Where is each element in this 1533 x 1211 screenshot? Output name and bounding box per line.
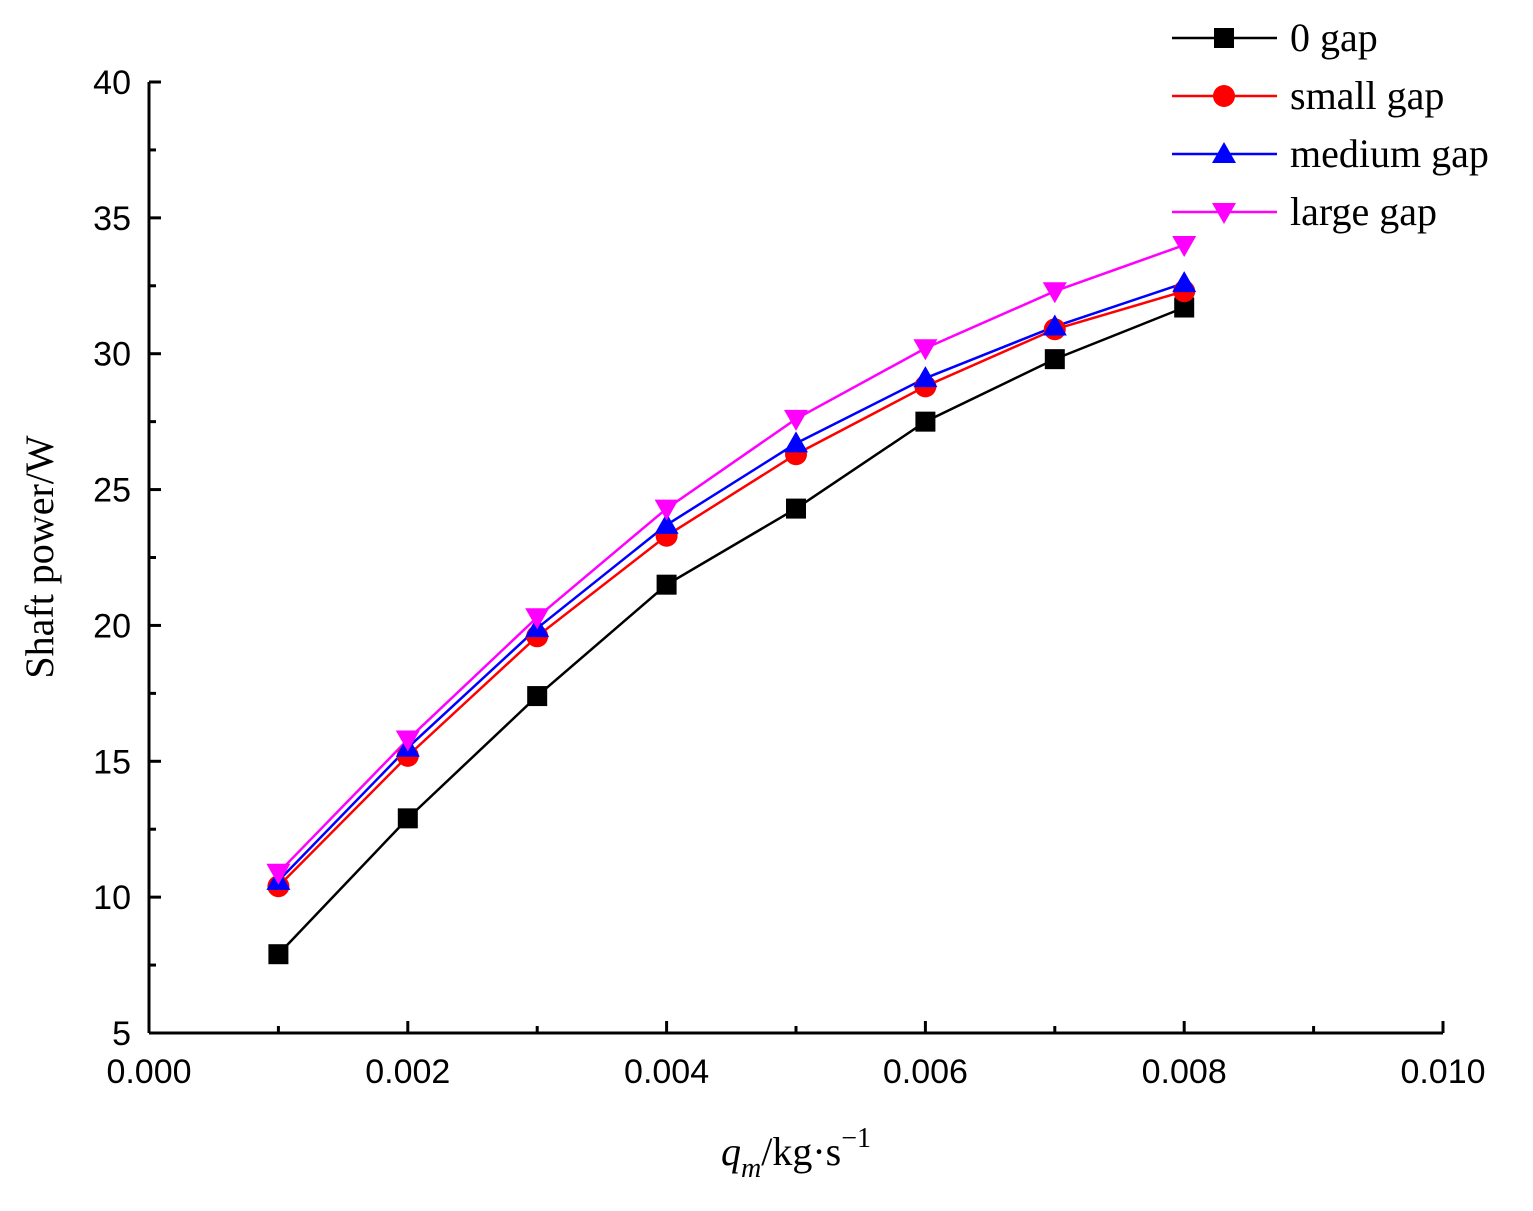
data-point-large-gap — [266, 863, 291, 885]
legend-marker-0-gap — [1214, 28, 1234, 48]
series-line-0-gap — [277, 306, 1185, 956]
x-axis-title-sub: m — [741, 1153, 761, 1184]
y-axis-title: Shaft power/W — [17, 435, 62, 679]
data-point-0-gap — [915, 411, 936, 432]
data-point-0-gap — [527, 686, 548, 707]
data-point-medium-gap — [784, 431, 808, 453]
data-point-medium-gap — [1172, 271, 1197, 293]
legend-label-large-gap: large gap — [1290, 189, 1437, 234]
legend-label-small-gap: small gap — [1290, 73, 1444, 118]
x-tick-label: 0.000 — [106, 1053, 191, 1091]
x-axis-title-sup: −1 — [841, 1123, 871, 1154]
x-tick-label: 0.008 — [1142, 1053, 1227, 1091]
legend-label-0-gap: 0 gap — [1290, 15, 1378, 60]
data-point-large-gap — [913, 339, 938, 361]
x-axis-title: qm/kg·s−1 — [721, 1123, 871, 1184]
series-markers — [266, 236, 1197, 965]
x-tick-label: 0.010 — [1400, 1053, 1485, 1091]
y-tick-label: 25 — [93, 472, 131, 510]
series-line-large-gap — [277, 243, 1185, 874]
y-tick-label: 5 — [112, 1015, 131, 1053]
series-line-small-gap — [277, 290, 1185, 888]
data-point-large-gap — [395, 730, 420, 752]
legend-marker-small-gap — [1213, 85, 1235, 107]
data-point-0-gap — [656, 574, 677, 595]
y-tick-label: 30 — [93, 336, 131, 374]
data-point-large-gap — [654, 499, 679, 521]
data-point-medium-gap — [913, 366, 938, 388]
legend: 0 gap small gap medium gap large gap — [1172, 15, 1489, 234]
legend-marker-medium-gap — [1212, 142, 1236, 163]
data-point-0-gap — [268, 944, 289, 965]
data-point-0-gap — [397, 808, 418, 829]
y-tick-label: 35 — [93, 200, 131, 238]
x-tick-label: 0.006 — [883, 1053, 968, 1091]
x-axis-title-unit: /kg·s — [761, 1129, 841, 1174]
data-point-0-gap — [786, 498, 806, 519]
y-tick-label: 10 — [93, 879, 131, 917]
data-point-large-gap — [1042, 282, 1067, 304]
axes — [147, 82, 1443, 1035]
y-tick-label: 40 — [93, 64, 131, 102]
y-tick-label: 15 — [93, 743, 131, 781]
series-line-medium-gap — [277, 281, 1185, 882]
legend-label-medium-gap: medium gap — [1290, 131, 1489, 176]
data-point-0-gap — [1174, 297, 1195, 318]
data-point-large-gap — [1172, 236, 1197, 258]
x-tick-label: 0.004 — [624, 1053, 709, 1091]
ticks — [147, 80, 1445, 1035]
data-point-medium-gap — [654, 512, 679, 534]
data-point-large-gap — [784, 409, 808, 431]
data-point-0-gap — [1044, 349, 1065, 370]
tick-labels: 0.000 0.002 0.004 0.006 0.008 0.010 5 10 15 20 25 3… — [93, 64, 1485, 1091]
x-tick-label: 0.002 — [365, 1053, 450, 1091]
x-axis-title-var: q — [721, 1129, 741, 1174]
series-lines — [277, 243, 1185, 956]
y-tick-label: 20 — [93, 607, 131, 645]
data-point-large-gap — [525, 608, 550, 630]
data-point-medium-gap — [1042, 314, 1067, 336]
legend-marker-large-gap — [1212, 203, 1236, 224]
